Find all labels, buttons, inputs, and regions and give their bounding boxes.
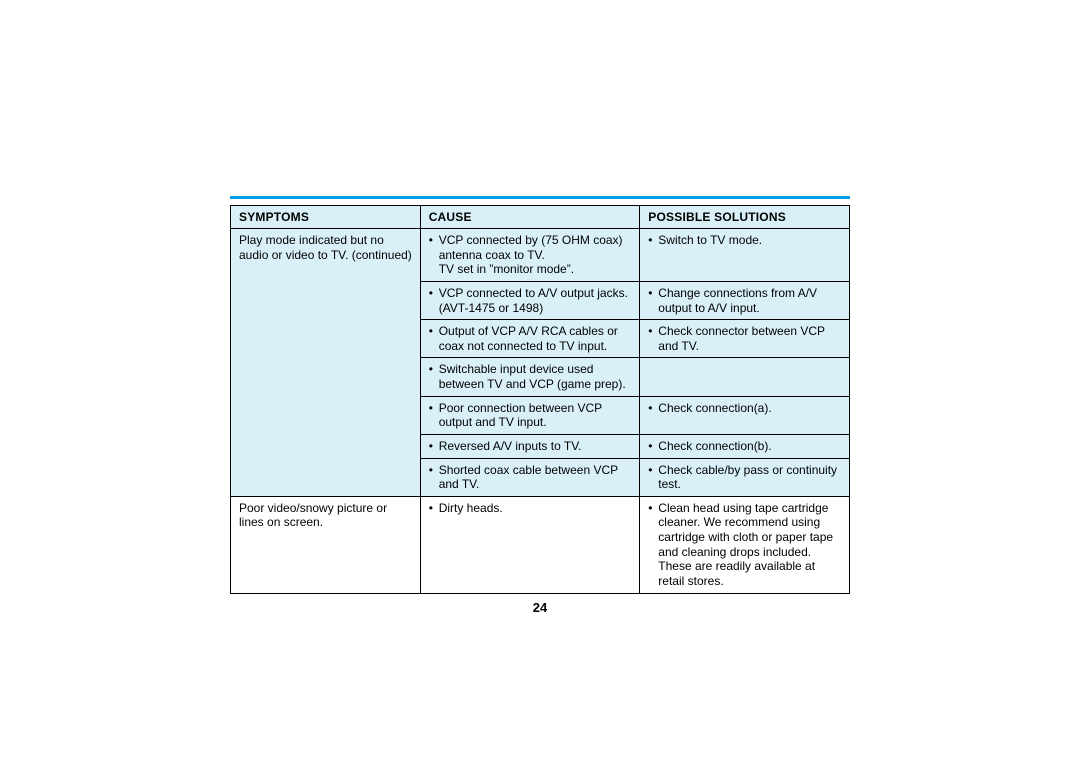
cell-text: Dirty heads.	[439, 501, 634, 516]
bullet-icon: •	[429, 362, 439, 391]
table-cell: •Check connection(a).	[640, 396, 850, 434]
table-row: Play mode indicated but no audio or vide…	[231, 229, 850, 282]
table-cell: •Check connector between VCP and TV.	[640, 320, 850, 358]
troubleshooting-table: SYMPTOMS CAUSE POSSIBLE SOLUTIONS Play m…	[230, 205, 850, 594]
bullet-icon: •	[648, 286, 658, 315]
cell-text: VCP connected by (75 OHM coax) antenna c…	[439, 233, 634, 277]
table-cell: •Clean head using tape cartridge cleaner…	[640, 496, 850, 593]
cell-text: Poor connection between VCP output and T…	[439, 401, 634, 430]
table-cell: •Reversed A/V inputs to TV.	[420, 434, 640, 458]
cell-text: Check connection(a).	[658, 401, 843, 416]
cell-text: Check connection(b).	[658, 439, 843, 454]
document-page: SYMPTOMS CAUSE POSSIBLE SOLUTIONS Play m…	[0, 0, 1080, 764]
cell-text: Switch to TV mode.	[658, 233, 843, 248]
bullet-icon: •	[429, 439, 439, 454]
bullet-icon: •	[429, 324, 439, 353]
cell-text: Check connector between VCP and TV.	[658, 324, 843, 353]
table-cell: •VCP connected to A/V output jacks. (AVT…	[420, 281, 640, 319]
table-cell: •VCP connected by (75 OHM coax) antenna …	[420, 229, 640, 282]
cell-text: Output of VCP A/V RCA cables or coax not…	[439, 324, 634, 353]
bullet-icon: •	[429, 401, 439, 430]
table-cell: •Switch to TV mode.	[640, 229, 850, 282]
symptom-cell: Poor video/snowy picture or lines on scr…	[231, 496, 421, 593]
cell-text: Check cable/by pass or continuity test.	[658, 463, 843, 492]
bullet-icon: •	[648, 401, 658, 416]
bullet-icon: •	[648, 463, 658, 492]
bullet-icon: •	[429, 286, 439, 315]
cell-text: Clean head using tape cartridge cleaner.…	[658, 501, 843, 589]
table-body: Play mode indicated but no audio or vide…	[231, 229, 850, 594]
bullet-icon: •	[429, 463, 439, 492]
bullet-icon: •	[429, 233, 439, 277]
col-header-solutions: POSSIBLE SOLUTIONS	[640, 206, 850, 229]
table-cell: •Poor connection between VCP output and …	[420, 396, 640, 434]
table-cell: •Shorted coax cable between VCP and TV.	[420, 458, 640, 496]
table-cell: •Output of VCP A/V RCA cables or coax no…	[420, 320, 640, 358]
cell-text: Change connections from A/V output to A/…	[658, 286, 843, 315]
cell-text: Reversed A/V inputs to TV.	[439, 439, 634, 454]
table-cell: •Switchable input device used between TV…	[420, 358, 640, 396]
bullet-icon: •	[648, 439, 658, 454]
page-number: 24	[230, 600, 850, 615]
table-header-row: SYMPTOMS CAUSE POSSIBLE SOLUTIONS	[231, 206, 850, 229]
col-header-symptoms: SYMPTOMS	[231, 206, 421, 229]
table-cell	[640, 358, 850, 396]
symptom-cell: Play mode indicated but no audio or vide…	[231, 229, 421, 497]
cell-text: VCP connected to A/V output jacks. (AVT-…	[439, 286, 634, 315]
bullet-icon: •	[648, 233, 658, 248]
bullet-icon: •	[648, 324, 658, 353]
bullet-icon: •	[648, 501, 658, 589]
table-cell: •Dirty heads.	[420, 496, 640, 593]
cell-text: Shorted coax cable between VCP and TV.	[439, 463, 634, 492]
col-header-cause: CAUSE	[420, 206, 640, 229]
cell-text: Switchable input device used between TV …	[439, 362, 634, 391]
table-cell: •Check cable/by pass or continuity test.	[640, 458, 850, 496]
accent-rule	[230, 196, 850, 199]
table-cell: •Change connections from A/V output to A…	[640, 281, 850, 319]
bullet-icon: •	[429, 501, 439, 516]
table-row: Poor video/snowy picture or lines on scr…	[231, 496, 850, 593]
table-cell: •Check connection(b).	[640, 434, 850, 458]
